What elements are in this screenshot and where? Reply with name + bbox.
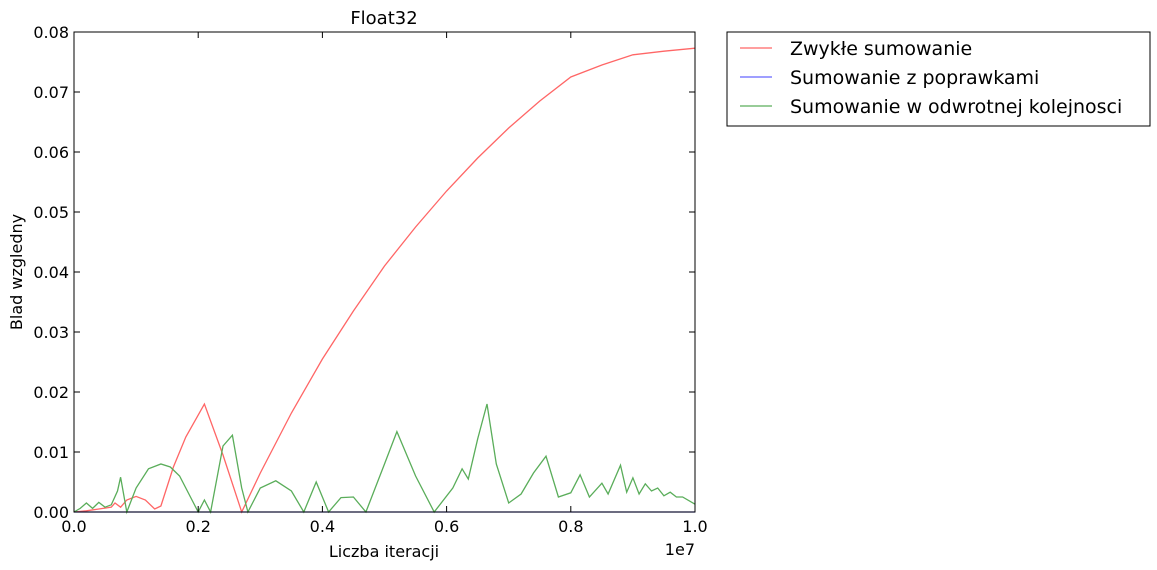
chart-title: Float32 [350, 8, 417, 29]
y-tick-label: 0.04 [33, 263, 69, 282]
legend-box [726, 31, 1151, 127]
plot-background [74, 32, 695, 512]
x-offset-label: 1e7 [665, 540, 695, 559]
x-tick-label: 1.0 [682, 517, 707, 536]
y-tick-label: 0.02 [33, 383, 69, 402]
y-tick-label: 0.06 [33, 143, 69, 162]
legend-label-1: Zwykłe sumowanie [790, 38, 972, 60]
y-tick-label: 0.08 [33, 23, 69, 42]
y-tick-label: 0.07 [33, 83, 69, 102]
x-tick-label: 0.2 [185, 517, 210, 536]
y-tick-label: 0.05 [33, 203, 69, 222]
x-tick-label: 0.0 [61, 517, 86, 536]
y-tick-label: 0.00 [33, 503, 69, 522]
x-axis-label: Liczba iteracji [329, 542, 439, 561]
legend-label-3: Sumowanie w odwrotnej kolejnosci [790, 96, 1122, 118]
y-axis-label: Blad wzgledny [7, 214, 26, 330]
y-tick-label: 0.03 [33, 323, 69, 342]
x-tick-label: 0.4 [310, 517, 335, 536]
ticks-layer: 0.0 0.2 0.4 0.6 0.8 1.0 0.00 0.01 0.02 0.03 0.04 0.… [33, 23, 707, 536]
legend: Zwykłe sumowanie Sumowanie z poprawkami Su… [726, 31, 1151, 127]
y-tick-label: 0.01 [33, 443, 69, 462]
legend-label-2: Sumowanie z poprawkami [790, 67, 1039, 89]
x-tick-label: 0.6 [434, 517, 459, 536]
plot-area [74, 32, 695, 512]
x-tick-label: 0.8 [558, 517, 583, 536]
